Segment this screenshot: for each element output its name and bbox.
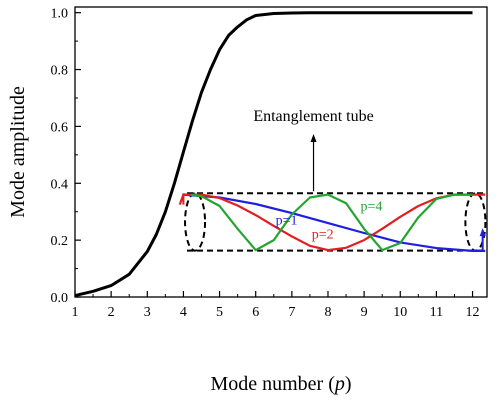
y-tick-label: 0.0 — [51, 291, 69, 306]
x-axis-title: Mode number (p) — [210, 373, 351, 395]
series-label-p=2: p=2 — [312, 228, 334, 243]
tube-arrow-head — [310, 134, 317, 142]
tube-label: Entanglement tube — [253, 108, 373, 125]
right-edge-arrow-head — [479, 228, 486, 237]
plot-frame — [74, 6, 488, 298]
x-tick-label: 7 — [288, 305, 295, 320]
x-tick-label: 3 — [144, 305, 151, 320]
y-tick-label: 0.6 — [51, 120, 69, 135]
x-tick-label: 10 — [393, 305, 407, 320]
x-tick-label: 2 — [108, 305, 115, 320]
x-tick-label: 5 — [216, 305, 223, 320]
x-tick-label: 6 — [252, 305, 259, 320]
x-tick-label: 8 — [324, 305, 331, 320]
y-tick-label: 0.4 — [51, 177, 69, 192]
series-line-main-curve — [74, 11, 473, 298]
series-label-p=4: p=4 — [361, 199, 383, 214]
tube-left-ellipse — [184, 192, 207, 252]
series-line-p=4 — [190, 193, 473, 252]
y-tick-label: 0.8 — [51, 64, 69, 79]
series-line-p=1 — [183, 193, 486, 252]
x-tick-label: 9 — [361, 305, 368, 320]
x-tick-label: 1 — [72, 305, 79, 320]
y-tick-label: 1.0 — [51, 7, 69, 22]
series-label-p=1: p=1 — [276, 214, 298, 229]
x-tick-label: 11 — [430, 305, 443, 320]
y-axis-title: Mode amplitude — [7, 86, 29, 218]
x-tick-label: 4 — [180, 305, 187, 320]
x-tick-label: 12 — [466, 305, 480, 320]
y-tick-label: 0.2 — [51, 234, 69, 249]
